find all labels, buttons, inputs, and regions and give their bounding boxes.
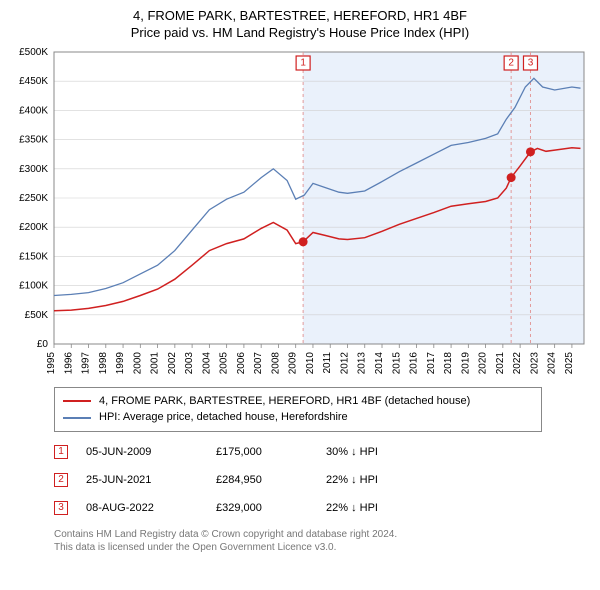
title-line2: Price paid vs. HM Land Registry's House …: [10, 25, 590, 42]
svg-text:2016: 2016: [409, 351, 420, 374]
svg-text:£450K: £450K: [19, 76, 48, 87]
svg-text:1995: 1995: [46, 351, 57, 374]
svg-text:£400K: £400K: [19, 105, 48, 116]
svg-text:3: 3: [528, 57, 534, 68]
svg-text:£500K: £500K: [19, 47, 48, 58]
svg-text:1999: 1999: [115, 351, 126, 374]
event-price: £329,000: [216, 502, 326, 514]
event-delta: 30% ↓ HPI: [326, 446, 378, 458]
svg-text:2003: 2003: [184, 351, 195, 374]
chart: £0 £50K £100K £150K £200K £250K £300K £350K £400…: [10, 46, 590, 381]
event-row: 3 08-AUG-2022 £329,000 22% ↓ HPI: [54, 494, 542, 522]
title-line1: 4, FROME PARK, BARTESTREE, HEREFORD, HR1…: [10, 8, 590, 25]
svg-text:2: 2: [508, 57, 514, 68]
event-row: 1 05-JUN-2009 £175,000 30% ↓ HPI: [54, 438, 542, 466]
svg-text:1996: 1996: [63, 351, 74, 374]
svg-text:2025: 2025: [564, 351, 575, 374]
svg-text:2011: 2011: [322, 351, 333, 373]
footer-attribution: Contains HM Land Registry data © Crown c…: [54, 528, 542, 555]
svg-text:£50K: £50K: [25, 310, 49, 321]
legend-swatch: [63, 400, 91, 402]
svg-text:2010: 2010: [305, 351, 316, 374]
svg-text:£0: £0: [37, 339, 49, 350]
svg-text:2008: 2008: [270, 351, 281, 374]
chart-title: 4, FROME PARK, BARTESTREE, HEREFORD, HR1…: [10, 8, 590, 42]
legend-label: 4, FROME PARK, BARTESTREE, HEREFORD, HR1…: [99, 393, 470, 410]
legend-item: HPI: Average price, detached house, Here…: [63, 409, 533, 426]
svg-text:1997: 1997: [81, 351, 92, 374]
events-table: 1 05-JUN-2009 £175,000 30% ↓ HPI 2 25-JU…: [54, 438, 542, 522]
event-delta: 22% ↓ HPI: [326, 474, 378, 486]
event-price: £175,000: [216, 446, 326, 458]
event-marker-icon: 3: [54, 501, 68, 515]
event-delta: 22% ↓ HPI: [326, 502, 378, 514]
svg-text:£200K: £200K: [19, 222, 48, 233]
event-date: 25-JUN-2021: [86, 474, 216, 486]
footer-line: This data is licensed under the Open Gov…: [54, 541, 542, 555]
svg-text:£250K: £250K: [19, 193, 48, 204]
svg-text:2001: 2001: [150, 351, 161, 374]
legend-swatch: [63, 417, 91, 419]
svg-text:2024: 2024: [547, 351, 558, 374]
event-marker-icon: 1: [54, 445, 68, 459]
event-marker-icon: 2: [54, 473, 68, 487]
svg-text:2012: 2012: [339, 351, 350, 374]
svg-text:£300K: £300K: [19, 164, 48, 175]
svg-text:2009: 2009: [288, 351, 299, 374]
svg-text:1998: 1998: [98, 351, 109, 374]
legend-item: 4, FROME PARK, BARTESTREE, HEREFORD, HR1…: [63, 393, 533, 410]
svg-text:2020: 2020: [478, 351, 489, 374]
event-row: 2 25-JUN-2021 £284,950 22% ↓ HPI: [54, 466, 542, 494]
svg-text:1: 1: [300, 57, 306, 68]
svg-text:2015: 2015: [391, 351, 402, 374]
svg-text:2002: 2002: [167, 351, 178, 374]
svg-text:2000: 2000: [132, 351, 143, 374]
svg-text:2014: 2014: [374, 351, 385, 374]
svg-text:2013: 2013: [357, 351, 368, 374]
svg-text:2017: 2017: [426, 351, 437, 374]
legend: 4, FROME PARK, BARTESTREE, HEREFORD, HR1…: [54, 387, 542, 432]
event-date: 05-JUN-2009: [86, 446, 216, 458]
svg-text:2006: 2006: [236, 351, 247, 374]
svg-text:2021: 2021: [495, 351, 506, 374]
svg-text:2005: 2005: [219, 351, 230, 374]
legend-label: HPI: Average price, detached house, Here…: [99, 409, 348, 426]
svg-text:2004: 2004: [201, 351, 212, 374]
svg-text:£350K: £350K: [19, 134, 48, 145]
event-date: 08-AUG-2022: [86, 502, 216, 514]
svg-text:2023: 2023: [529, 351, 540, 374]
svg-text:2019: 2019: [460, 351, 471, 374]
event-price: £284,950: [216, 474, 326, 486]
svg-text:£100K: £100K: [19, 280, 48, 291]
footer-line: Contains HM Land Registry data © Crown c…: [54, 528, 542, 542]
svg-text:2018: 2018: [443, 351, 454, 374]
svg-text:2022: 2022: [512, 351, 523, 374]
svg-text:2007: 2007: [253, 351, 264, 374]
svg-text:£150K: £150K: [19, 251, 48, 262]
